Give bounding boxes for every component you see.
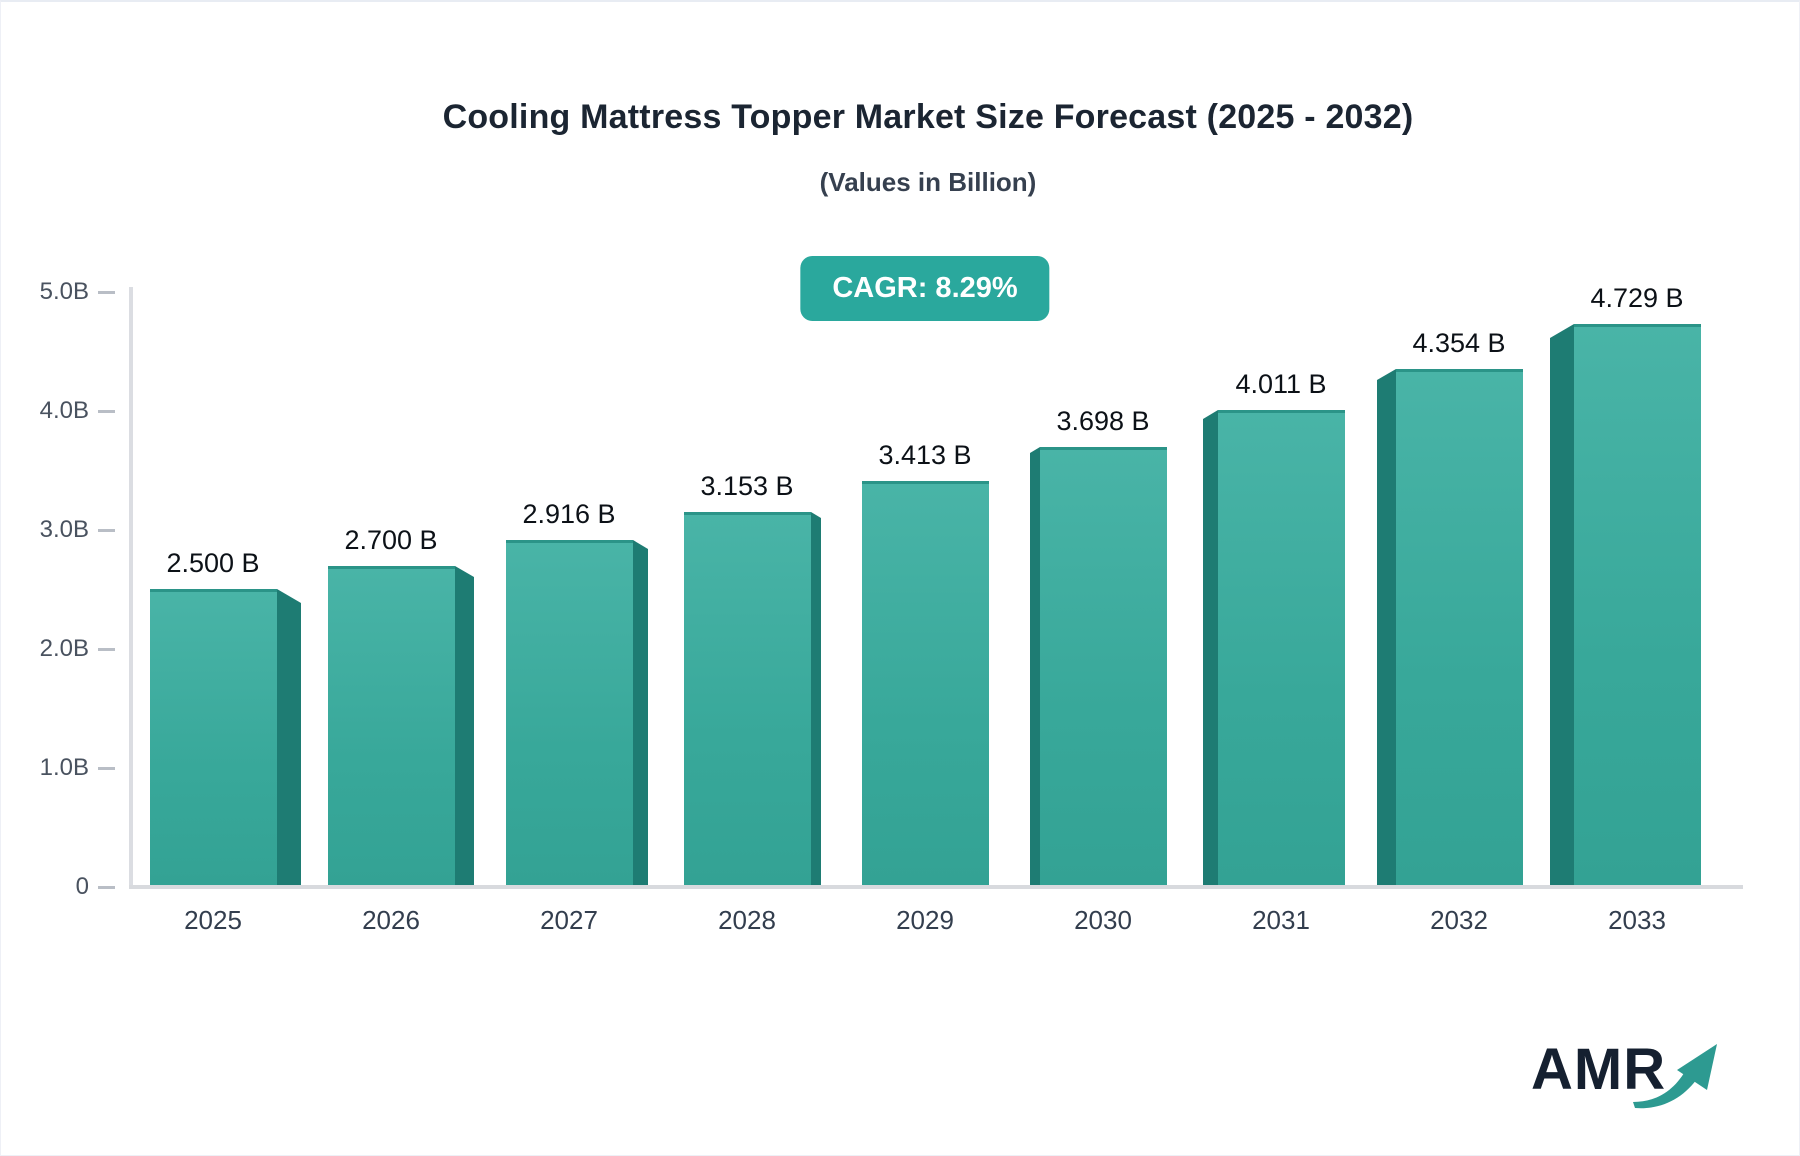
bar-value-label-2025: 2.500 B <box>166 548 260 578</box>
amr-logo: AMR <box>1531 1030 1771 1120</box>
y-tick-dash <box>98 886 115 889</box>
bar-value-label-2026: 2.700 B <box>344 525 438 555</box>
bar-3d-side-2033 <box>1550 324 1574 887</box>
y-tick-label-5.0B: 5.0B <box>39 278 89 305</box>
y-tick-dash <box>98 291 115 294</box>
chart-title: Cooling Mattress Topper Market Size Fore… <box>442 98 1414 136</box>
bar-2029 <box>862 481 989 887</box>
x-tick-2030: 2030 <box>1074 905 1132 935</box>
bar-value-label-2028: 3.153 B <box>700 471 794 501</box>
chart-subtitle: (Values in Billion) <box>819 167 1037 197</box>
bar-value-label-2027: 2.916 B <box>522 499 616 529</box>
growth-arrow-icon <box>1633 1044 1717 1109</box>
bar-3d-side-2027 <box>633 540 648 887</box>
y-tick-dash <box>98 410 115 413</box>
x-tick-2026: 2026 <box>362 905 420 935</box>
bar-value-label-2030: 3.698 B <box>1056 406 1150 436</box>
cagr-badge: CAGR: 8.29% <box>800 256 1050 321</box>
y-axis-line <box>129 287 133 889</box>
bar-3d-side-2030 <box>1030 447 1040 887</box>
bar-value-label-2031: 4.011 B <box>1235 369 1327 399</box>
y-tick-dash <box>98 529 115 532</box>
x-tick-2025: 2025 <box>184 905 242 935</box>
bar-2030 <box>1040 447 1167 887</box>
bar-3d-side-2026 <box>455 566 474 887</box>
x-tick-2029: 2029 <box>896 905 954 935</box>
bar-3d-side-2031 <box>1203 410 1218 887</box>
y-tick-label-0: 0 <box>75 873 89 900</box>
x-axis-line <box>129 885 1743 889</box>
bar-2033 <box>1574 324 1701 887</box>
bar-2031 <box>1218 410 1345 887</box>
bar-3d-side-2028 <box>811 512 821 887</box>
bar-value-label-2032: 4.354 B <box>1412 328 1506 358</box>
x-tick-2028: 2028 <box>718 905 776 935</box>
bar-3d-side-2025 <box>277 589 301 887</box>
x-tick-2027: 2027 <box>540 905 598 935</box>
bar-3d-side-2032 <box>1377 369 1396 887</box>
bar-2028 <box>684 512 811 887</box>
bar-value-label-2033: 4.729 B <box>1590 283 1684 313</box>
y-tick-dash <box>98 767 115 770</box>
amr-logo-text: AMR <box>1531 1037 1667 1102</box>
y-tick-label-2.0B: 2.0B <box>39 635 89 662</box>
y-tick-label-3.0B: 3.0B <box>39 516 89 543</box>
x-tick-2033: 2033 <box>1608 905 1666 935</box>
y-tick-label-1.0B: 1.0B <box>39 754 89 781</box>
bar-2032 <box>1396 369 1523 887</box>
x-tick-2032: 2032 <box>1430 905 1488 935</box>
bar-2027 <box>506 540 633 887</box>
x-tick-2031: 2031 <box>1252 905 1310 935</box>
y-tick-dash <box>98 648 115 651</box>
bar-2026 <box>328 566 455 887</box>
bar-value-label-2029: 3.413 B <box>878 440 972 470</box>
bar-2025 <box>150 589 277 887</box>
y-tick-label-4.0B: 4.0B <box>39 397 89 424</box>
